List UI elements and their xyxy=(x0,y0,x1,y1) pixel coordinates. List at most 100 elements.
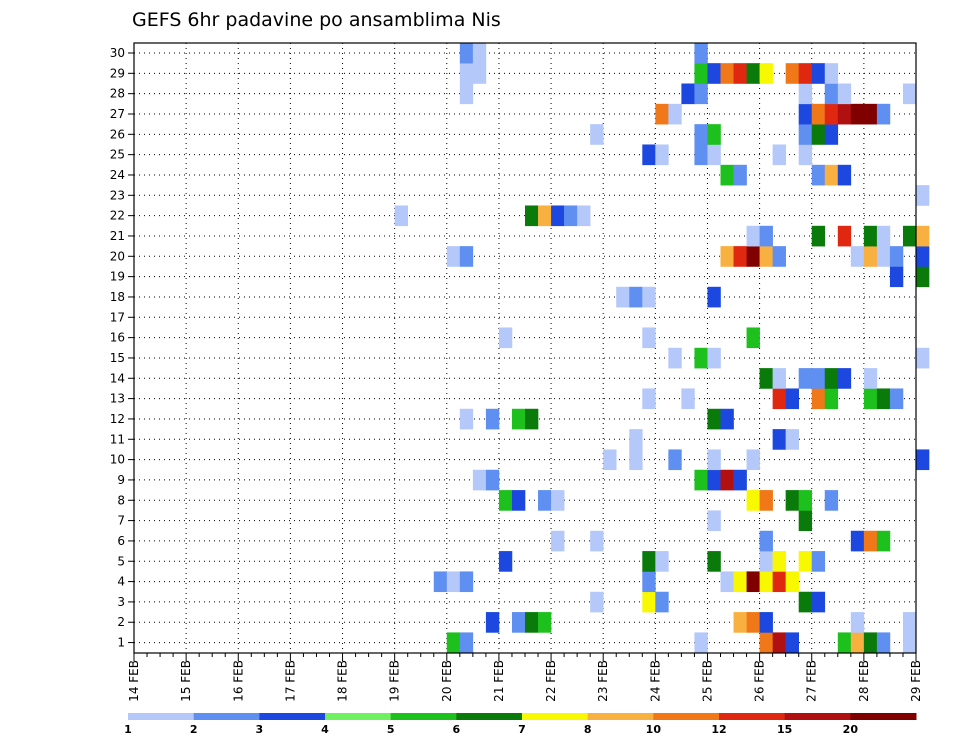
colorbar-swatch xyxy=(719,713,786,720)
heatmap-cell xyxy=(824,164,839,186)
colorbar-swatch xyxy=(587,713,654,720)
heatmap-cell xyxy=(485,469,500,491)
heatmap-cell xyxy=(720,63,734,84)
heatmap-cell xyxy=(837,83,852,105)
heatmap-cell xyxy=(694,124,708,145)
colorbar-label: 5 xyxy=(387,723,395,736)
heatmap-cell xyxy=(472,42,487,64)
heatmap-cell xyxy=(746,490,760,511)
heatmap-cell xyxy=(902,225,917,247)
y-tick-label: 5 xyxy=(117,554,125,568)
x-tick-label: 26 FEB xyxy=(753,660,767,702)
heatmap-cell xyxy=(837,103,852,125)
x-tick-label: 21 FEB xyxy=(492,660,506,702)
heatmap-cell xyxy=(746,225,760,247)
y-tick-label: 13 xyxy=(110,392,125,406)
y-tick-label: 18 xyxy=(110,290,125,304)
heatmap-cell xyxy=(655,144,669,166)
heatmap-cell xyxy=(824,124,839,145)
heatmap-cell xyxy=(811,63,826,84)
heatmap-cell xyxy=(446,632,461,654)
heatmap-cell xyxy=(655,591,669,613)
heatmap-cell xyxy=(759,571,773,593)
heatmap-cell xyxy=(863,368,878,389)
heatmap-cell xyxy=(916,449,930,471)
x-tick-label: 27 FEB xyxy=(805,660,819,702)
heatmap-cell xyxy=(746,612,760,633)
heatmap-cell xyxy=(551,490,565,511)
colorbar-label: 10 xyxy=(646,723,662,736)
colorbar-label: 4 xyxy=(321,723,329,736)
y-tick-label: 4 xyxy=(117,575,125,589)
heatmap-cell xyxy=(446,246,461,267)
heatmap-cell xyxy=(889,246,904,267)
heatmap-cell xyxy=(916,246,930,267)
heatmap-cell xyxy=(642,327,656,349)
colorbar-label: 2 xyxy=(190,723,198,736)
heatmap-cell xyxy=(616,286,630,308)
heatmap-cell xyxy=(798,103,813,125)
x-tick-label: 29 FEB xyxy=(909,660,923,702)
heatmap-cell xyxy=(772,368,786,389)
colorbar-label: 1 xyxy=(124,723,132,736)
y-tick-label: 14 xyxy=(110,371,125,385)
heatmap-cell xyxy=(707,124,721,145)
heatmap-cell xyxy=(772,144,786,166)
heatmap-cell xyxy=(811,225,826,247)
y-axis: 1234567891011121314151617181920212223242… xyxy=(110,46,134,650)
heatmap-cell xyxy=(759,612,773,633)
heatmap-cell xyxy=(590,530,604,552)
colorbar-swatch xyxy=(522,713,589,720)
x-tick-label: 25 FEB xyxy=(700,660,714,702)
y-tick-label: 7 xyxy=(117,514,125,528)
y-tick-label: 30 xyxy=(110,46,125,60)
x-tick-label: 15 FEB xyxy=(179,660,193,702)
heatmap-cell xyxy=(707,63,721,84)
heatmap-cell xyxy=(564,205,578,227)
heatmap-cell xyxy=(785,429,799,450)
heatmap-cell xyxy=(811,551,826,572)
colorbar-label: 8 xyxy=(584,723,592,736)
heatmap-cell xyxy=(746,449,760,471)
heatmap-cell xyxy=(720,469,734,491)
x-tick-label: 14 FEB xyxy=(127,660,141,702)
colorbar-swatch xyxy=(193,713,260,720)
colorbar-label: 3 xyxy=(256,723,264,736)
heatmap-cell xyxy=(746,327,760,349)
heatmap-cell xyxy=(642,144,656,166)
y-tick-label: 6 xyxy=(117,534,125,548)
heatmap-cell xyxy=(733,612,747,633)
heatmap-cell xyxy=(746,63,760,84)
heatmap-cell xyxy=(694,632,708,654)
heatmap-cell xyxy=(811,103,826,125)
heatmap-cell xyxy=(876,530,891,552)
heatmap-cell xyxy=(824,103,839,125)
heatmap-cell xyxy=(785,571,799,593)
heatmap-cell xyxy=(668,347,682,369)
heatmap-cell xyxy=(642,388,656,410)
heatmap-cell xyxy=(785,388,799,410)
y-tick-label: 26 xyxy=(110,127,125,141)
heatmap-cell xyxy=(655,103,669,125)
y-tick-label: 27 xyxy=(110,107,125,121)
heatmap-cell xyxy=(472,63,487,84)
heatmap-cell xyxy=(850,246,865,267)
heatmap-cell xyxy=(459,408,474,430)
heatmap-cell xyxy=(837,368,852,389)
heatmap-cell xyxy=(459,63,474,84)
heatmap-cell xyxy=(511,408,526,430)
heatmap-cell xyxy=(759,63,773,84)
heatmap-cell xyxy=(707,469,721,491)
y-tick-label: 2 xyxy=(117,615,125,629)
heatmap-cell xyxy=(772,388,786,410)
heatmap-cell xyxy=(498,490,513,511)
heatmap-cell xyxy=(694,83,708,105)
heatmap-cell xyxy=(629,286,643,308)
heatmap-cell xyxy=(720,246,734,267)
heatmap-cell xyxy=(707,286,721,308)
heatmap-cell xyxy=(798,591,813,613)
heatmap-cell xyxy=(525,205,539,227)
heatmap-cell xyxy=(694,63,708,84)
heatmap-cell xyxy=(876,632,891,654)
heatmap-cell xyxy=(798,490,813,511)
